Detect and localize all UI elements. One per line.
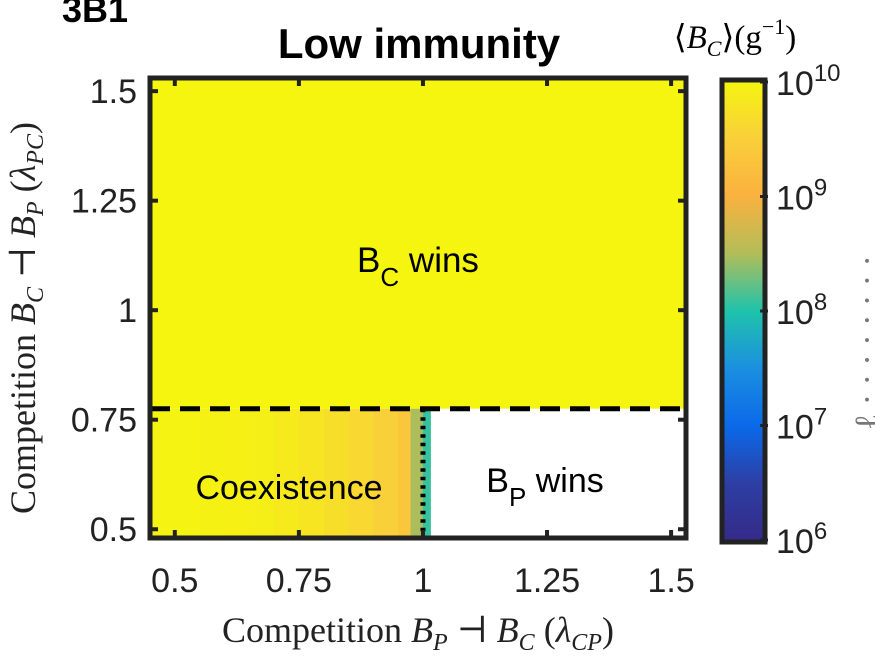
coexistence-cell <box>150 408 201 538</box>
colorbar-tick-label: 109 <box>776 175 827 218</box>
colorbar-tick-label: 107 <box>776 404 827 447</box>
colorbar-tick-label: 106 <box>776 518 827 561</box>
coexistence-cells <box>150 408 431 538</box>
panel-label: 3B1 <box>62 0 128 30</box>
y-tick-label: 0.5 <box>90 511 137 549</box>
plot-frame <box>147 75 689 541</box>
x-tick-label: 1.5 <box>647 562 694 600</box>
coexistence-cell <box>323 408 350 538</box>
coexistence-cell <box>274 408 300 538</box>
region-bp-wins <box>437 408 686 538</box>
y-axis-label: Competition BC ⊣ BP (λPC) <box>3 122 49 514</box>
colorbar-gradient <box>719 77 768 545</box>
x-tick-label: 1.25 <box>514 562 580 600</box>
coexistence-cell <box>199 408 225 538</box>
y-tick-label: 1.25 <box>71 183 137 221</box>
chart-title: Low immunity <box>278 20 561 67</box>
coexistence-cell <box>224 408 250 538</box>
x-tick-label: 0.75 <box>266 562 332 600</box>
coexistence-cell <box>410 408 424 538</box>
colorbar-tick-label: 108 <box>776 289 827 332</box>
y-ticks: 0.5 0.75 1 1.25 1.5 <box>71 73 686 549</box>
x-ticks: 0.5 0.75 1 1.25 1.5 <box>151 78 695 600</box>
coexistence-cell <box>298 408 325 538</box>
coexistence-cell <box>348 408 374 538</box>
coexistence-cell <box>249 408 275 538</box>
plot-area: 0.5 0.75 1 1.25 1.5 0.5 0.75 1 1.25 1.5 <box>71 73 695 600</box>
region-bc-wins <box>150 78 686 409</box>
y-tick-label: 0.75 <box>71 402 137 440</box>
x-axis-label: Competition BP ⊣ BC (λCP) <box>222 610 614 656</box>
coexistence-cell <box>422 408 431 538</box>
coexistence-cell <box>373 408 399 538</box>
coexistence-cell <box>398 408 412 538</box>
colorbar-secondary-label-fragment: ℓ · · · · · · · · <box>849 255 875 430</box>
region-label-coexistence: Coexistence <box>195 469 382 507</box>
colorbar-ticks: 1010 109 108 107 106 <box>760 60 841 561</box>
x-tick-label: 0.5 <box>151 562 198 600</box>
colorbar: 1010 109 108 107 106 ⟨BC⟩(g−1) <box>674 14 841 561</box>
x-tick-label: 1 <box>414 562 433 600</box>
colorbar-tick-label: 1010 <box>776 60 841 103</box>
y-tick-label: 1.5 <box>90 73 137 111</box>
y-tick-label: 1 <box>118 292 137 330</box>
colorbar-label: ⟨BC⟩(g−1) <box>674 14 797 61</box>
